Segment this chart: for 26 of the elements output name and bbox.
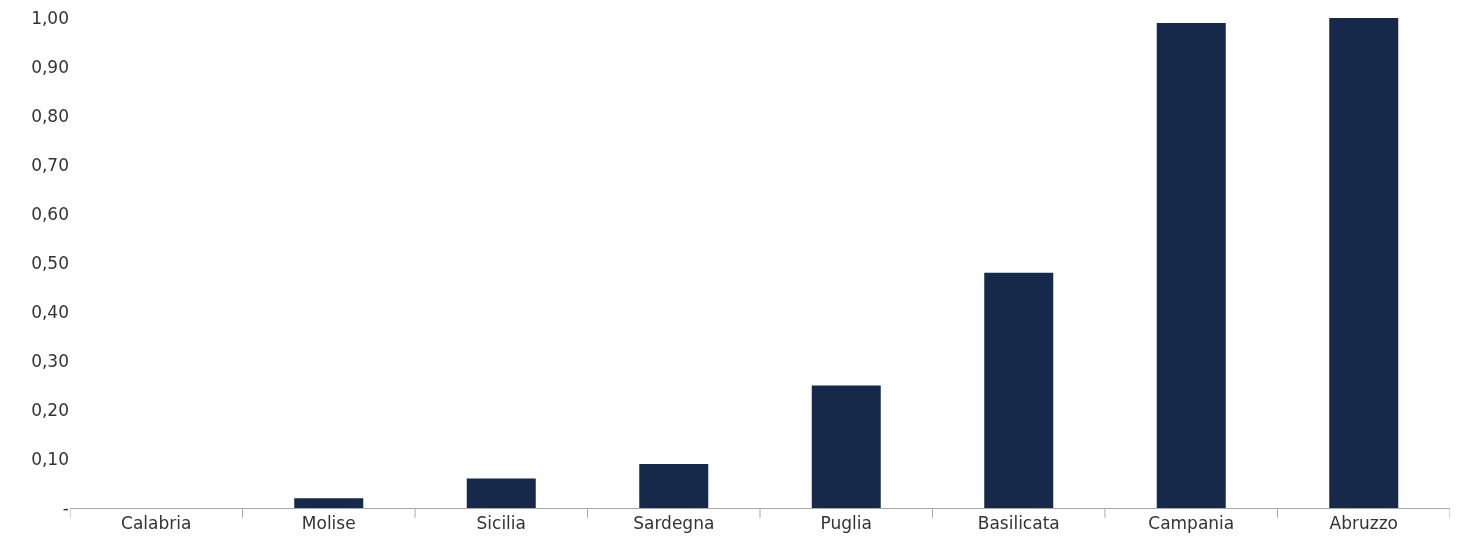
x-tick-label: Campania — [1148, 513, 1235, 534]
bar — [639, 463, 709, 508]
y-tick-label: 0,40 — [31, 301, 69, 322]
x-tick-label: Abruzzo — [1329, 513, 1398, 534]
y-tick-label: 0,30 — [31, 350, 69, 371]
bar — [984, 272, 1054, 508]
x-tick-label: Basilicata — [977, 513, 1060, 534]
bar — [811, 385, 881, 508]
x-tick-label: Sardegna — [633, 513, 715, 534]
bar — [294, 498, 364, 508]
x-tick-label: Puglia — [820, 513, 872, 534]
y-tick-label: 0,80 — [31, 105, 69, 126]
y-tick-label: 0,20 — [31, 399, 69, 420]
bar — [1156, 22, 1226, 508]
x-tick-label: Sicilia — [476, 513, 526, 534]
y-tick-label: 0,60 — [31, 203, 69, 224]
bar — [1329, 18, 1399, 508]
y-tick-label: - — [62, 497, 69, 518]
y-tick-label: 0,10 — [31, 448, 69, 469]
y-tick-label: 0,90 — [31, 56, 69, 77]
x-tick-label: Calabria — [121, 513, 192, 534]
y-tick-label: 0,50 — [31, 252, 69, 273]
x-tick-label: Molise — [301, 513, 356, 534]
bar — [466, 478, 536, 508]
y-tick-label: 1,00 — [31, 7, 69, 28]
y-tick-label: 0,70 — [31, 154, 69, 175]
